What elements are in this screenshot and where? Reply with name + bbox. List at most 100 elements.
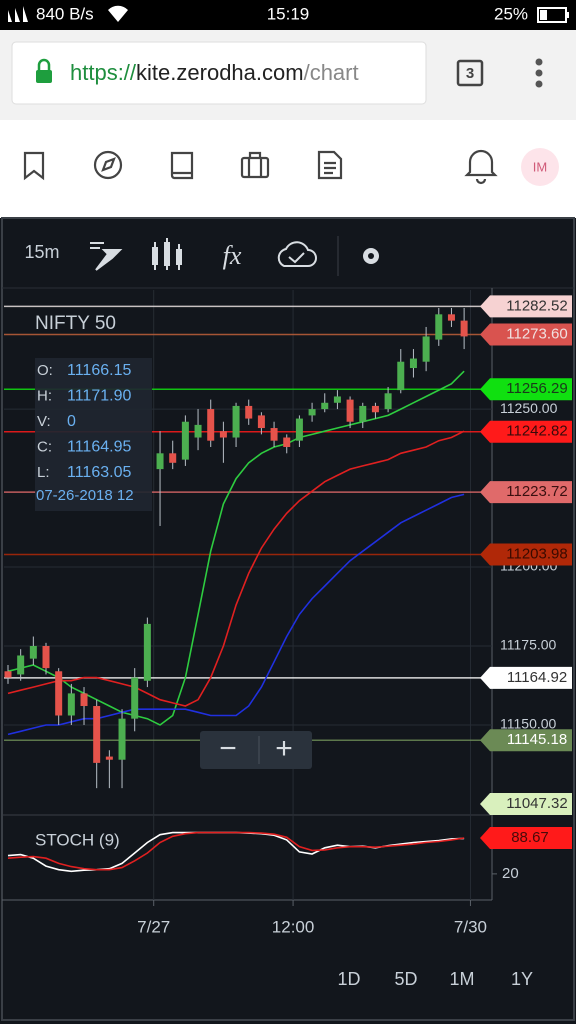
candle-body [156, 453, 164, 470]
info-value: 11163.05 [67, 464, 131, 481]
candle-body [333, 396, 341, 403]
candle-body [371, 405, 379, 413]
url-host: kite.zerodha.com [136, 60, 304, 85]
battery-fill [540, 10, 547, 20]
candle-body [67, 693, 75, 716]
info-label: V: [37, 413, 51, 430]
zoom-out[interactable]: − [219, 732, 237, 765]
candle-body [207, 409, 215, 441]
book-icon[interactable] [170, 151, 194, 180]
price-tag-label: 11282.52 [506, 297, 567, 314]
y-tick-label: 11150.00 [500, 716, 557, 732]
candle-body [447, 314, 455, 321]
candle-body [384, 393, 392, 410]
compass-icon[interactable] [93, 150, 123, 180]
candle-body [93, 706, 101, 763]
candle-body [181, 421, 189, 460]
candle-body [359, 405, 367, 422]
chart-frame [1, 217, 575, 1021]
price-tag [480, 420, 572, 443]
signal-icon [8, 6, 28, 22]
price-tag [480, 323, 572, 346]
candle-body [409, 358, 417, 369]
info-value: 11164.95 [67, 439, 131, 456]
battery-tip [566, 12, 569, 18]
zoom-in[interactable]: + [275, 732, 293, 765]
zoom-control [200, 731, 312, 769]
price-tag [480, 295, 572, 318]
x-tick-label: 7/27 [137, 917, 170, 936]
url-fade [412, 44, 424, 102]
url-scheme: https:// [70, 60, 137, 85]
net-speed: 840 B/s [36, 4, 94, 23]
info-panel [35, 358, 152, 511]
candle-body [194, 424, 202, 438]
stoch-tick-label: 20 [502, 865, 519, 882]
price-tag-label: 11164.92 [507, 669, 567, 686]
range-button[interactable]: 5D [394, 969, 417, 989]
candle-body [169, 453, 177, 463]
candle-body [245, 405, 253, 419]
moving-average [7, 430, 465, 707]
info-value: 0 [67, 413, 76, 430]
candle-body [308, 409, 316, 416]
briefcase-icon[interactable] [240, 156, 270, 179]
candle-body [321, 402, 329, 410]
price-tag [480, 666, 572, 689]
orders-icon[interactable] [317, 150, 343, 180]
info-label: O: [37, 362, 53, 379]
url: https://kite.zerodha.com/chart [70, 60, 359, 85]
candle-body [435, 314, 443, 340]
range-button[interactable]: 1Y [511, 969, 533, 989]
info-label: L: [37, 464, 50, 481]
bell-icon[interactable] [464, 149, 498, 185]
range-buttons: 1D 5D 1M 1Y [337, 969, 533, 989]
candles-tool[interactable] [152, 238, 182, 270]
price-tag [480, 481, 572, 504]
range-button[interactable]: 1D [337, 969, 360, 989]
cloud-tool[interactable] [277, 241, 317, 267]
candle-body [397, 361, 405, 391]
indicators-tool[interactable]: fx [223, 241, 242, 270]
candle-body [105, 756, 113, 760]
candle-body [295, 418, 303, 441]
price-tag [480, 729, 572, 752]
menu-button[interactable] [535, 58, 543, 88]
candle-body [55, 671, 63, 716]
y-tick-label: 11175.00 [500, 637, 557, 653]
status-bar [0, 0, 576, 30]
candle-body [346, 399, 354, 422]
candle-body [283, 437, 291, 447]
interval-selector[interactable]: 15m [24, 242, 59, 262]
price-tag-label: 11223.72 [506, 483, 567, 500]
bookmark-icon[interactable] [23, 151, 45, 181]
battery-level: 25% [494, 4, 528, 23]
candle-body [143, 623, 151, 681]
info-date: 07-26-2018 12 [36, 487, 134, 504]
avatar[interactable] [521, 148, 559, 186]
info-value: 11166.15 [67, 362, 131, 379]
lock-icon [36, 70, 52, 83]
url-box[interactable] [11, 41, 427, 105]
candle-body [257, 415, 265, 429]
chart-tools: fx [90, 238, 379, 271]
price-tag-label: 11145.18 [507, 731, 567, 748]
range-button[interactable]: 1M [449, 969, 474, 989]
pin-tool[interactable] [90, 242, 123, 271]
wifi-icon [108, 5, 128, 22]
stoch-tag [480, 827, 572, 850]
symbol-title: NIFTY 50 [35, 313, 116, 334]
app-toolbar [0, 120, 576, 218]
avatar-initials: IM [533, 159, 547, 174]
clock: 15:19 [267, 4, 310, 23]
url-path: /chart [304, 60, 359, 85]
price-tag-label: 11242.82 [506, 423, 567, 440]
info-label: C: [37, 438, 52, 455]
price-tag [480, 543, 572, 566]
tab-switcher[interactable] [456, 59, 484, 87]
candle-body [118, 718, 126, 760]
stoch-d-line [7, 831, 465, 871]
chart-container [0, 218, 576, 1024]
price-tag-label: 11047.32 [506, 795, 567, 812]
candle-body [17, 655, 25, 675]
